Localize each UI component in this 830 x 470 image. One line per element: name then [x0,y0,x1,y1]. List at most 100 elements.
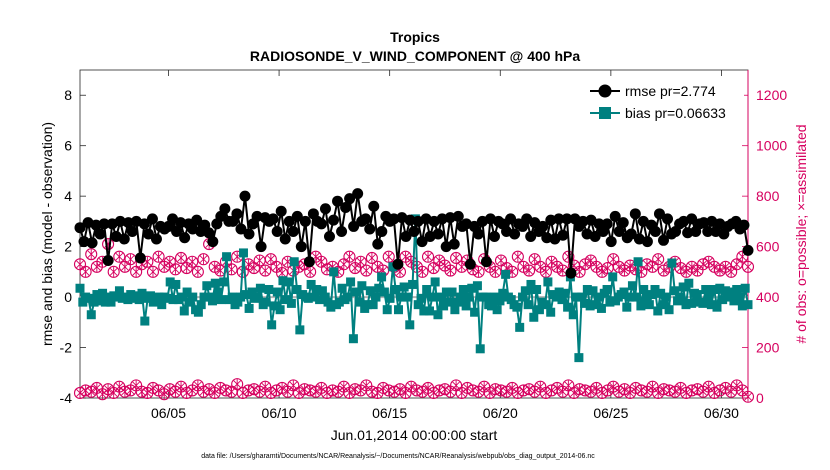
bias-point [176,292,186,302]
possible-obs-cross [558,265,567,276]
rmse-point [641,236,653,248]
rmse-point [239,190,251,202]
bias-point [89,297,99,307]
bias-point [622,302,632,312]
possible-obs-marker [259,264,272,277]
bias-point [737,301,747,311]
bias-point [275,305,285,315]
rmse-point [436,213,448,225]
y2-axis-label: # of obs: o=possible; ×=assimilated [793,124,809,343]
bias-point [456,292,466,302]
bias-point [405,320,415,330]
rmse-point [126,225,138,237]
bias-point [723,292,733,302]
assimilated-obs-cross [233,379,241,390]
rmse-point [271,225,283,237]
y-axis-label: rmse and bias (model - observation) [39,122,55,346]
rmse-point [416,236,428,248]
assimilated-obs-cross [564,380,573,391]
rmse-point [368,200,380,212]
bias-point [740,283,750,293]
possible-obs-marker [450,251,463,265]
possible-obs-cross [732,259,741,270]
possible-obs-marker [736,250,749,263]
bias-point [585,301,595,311]
possible-obs-marker [539,265,552,278]
y2-tick-label: 400 [756,289,780,305]
bias-point [202,281,212,291]
bias-point [427,292,437,302]
bias-point [106,297,116,307]
possible-obs-cross [216,265,225,276]
possible-obs-cross [648,261,657,272]
bias-point [602,285,612,295]
bias-point [464,292,474,302]
y2-tick-label: 200 [756,340,780,356]
assimilated-obs-marker [741,390,755,403]
bias-point [439,301,449,311]
bias-point [182,287,192,297]
bias-point [196,300,206,310]
legend-rmse-label: rmse pr=2.774 [625,83,716,99]
rmse-point [291,210,303,222]
bias-point [571,292,581,302]
rmse-point [303,256,315,268]
bias-point [675,292,685,302]
bias-point [492,305,502,315]
possible-obs-marker [107,265,120,278]
bias-point [532,285,542,295]
possible-obs-marker [472,265,485,278]
bias-point [526,279,536,289]
rmse-point [589,231,601,243]
bias-point [337,283,347,293]
bias-point [284,277,294,287]
legend-bias-label: bias pr=0.06633 [625,105,726,121]
bias-point [145,291,155,301]
bias-point [642,292,652,302]
bias-point [647,290,657,300]
rmse-point [649,225,661,237]
possible-obs-marker [365,251,378,265]
rmse-point [114,215,126,227]
bias-point [529,312,539,322]
bias-point [461,301,471,311]
rmse-point [509,228,521,240]
bias-point [712,302,722,312]
rmse-point [553,213,565,225]
rmse-point [452,210,464,222]
bias-point [706,300,716,310]
bias-point [498,288,508,298]
bias-point [388,262,398,272]
bias-point [365,286,375,296]
possible-obs-cross [132,266,140,277]
rmse-point [179,232,191,244]
bias-point [374,283,384,293]
rmse-point [505,213,517,225]
rmse-point [432,228,444,240]
bias-point [487,301,497,311]
possible-obs-cross [362,265,371,276]
bias-point [379,287,389,297]
possible-obs-cross [199,254,208,265]
bias-point [470,307,480,317]
bias-point [188,292,198,302]
bias-point [518,292,528,302]
chart-subtitle: RADIOSONDE_V_WIND_COMPONENT @ 400 hPa [250,48,580,64]
possible-obs-marker [354,255,367,268]
rmse-point [742,244,754,256]
bias-point [393,305,403,315]
rmse-point [376,225,388,237]
bias-point [103,292,113,302]
bias-point [732,285,742,295]
rmse-point [332,195,344,207]
rmse-series-layer [74,188,754,279]
bias-point [658,300,668,310]
possible-obs-cross [418,266,427,277]
bias-point [114,286,124,296]
bias-point [433,310,443,320]
rmse-point [698,217,710,229]
bias-point [560,288,570,298]
rmse-point [150,233,162,245]
possible-obs-marker [652,253,665,266]
bias-point [75,283,85,293]
